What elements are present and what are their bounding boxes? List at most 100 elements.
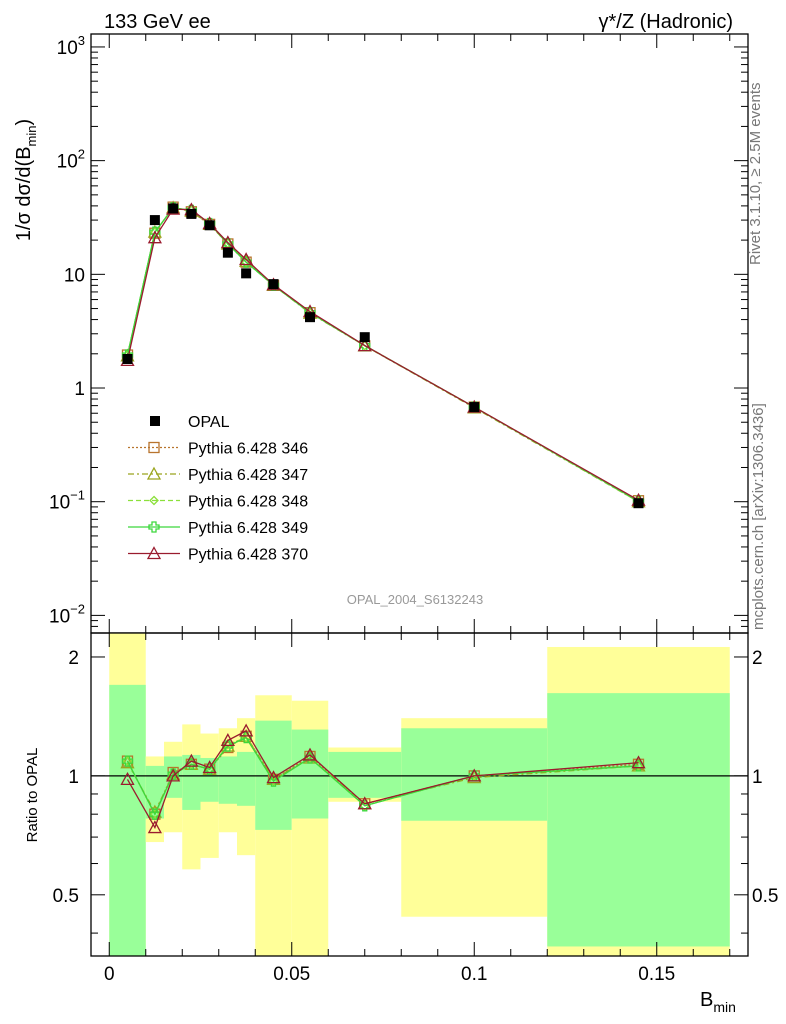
green-band-bin	[109, 684, 146, 956]
legend-label-4: Pythia 6.428 370	[188, 547, 308, 564]
main-y-tick-exp: 3	[78, 33, 85, 48]
opal-data-point	[222, 247, 233, 258]
green-band-bin	[328, 751, 402, 798]
green-band-bin	[291, 729, 329, 819]
main-series-3-point	[240, 256, 252, 268]
opal-data-point	[305, 312, 315, 323]
chart-header-left: 133 GeV ee	[104, 11, 211, 33]
main-y-axis-label-text: 1/σ dσ/d(B	[13, 146, 35, 241]
main-y-axis-label-sub: min	[24, 125, 39, 146]
legend-marker-2	[149, 495, 159, 506]
opal-data-point	[469, 402, 480, 413]
main-y-tick-exp: 2	[78, 147, 85, 162]
ratio-series-4-point	[220, 733, 235, 747]
ratio-series-3-point	[632, 760, 645, 772]
main-y-tick-label: 1	[74, 379, 85, 400]
x-tick-label: 0.1	[461, 964, 487, 985]
ratio-mc-lines	[120, 723, 646, 834]
ratio-axes: 0.5 0.5 1 1 2 2 0 0.05 0.1 0.15	[53, 632, 778, 985]
ratio-series-3-point	[203, 763, 216, 775]
main-series-3-point	[149, 226, 161, 238]
legend-label-1: Pythia 6.428 347	[188, 467, 308, 484]
opal-data-point	[122, 353, 133, 364]
x-tick-label: 0	[104, 964, 115, 985]
ratio-series-3-point	[267, 775, 280, 787]
main-y-tick-base: 10	[57, 38, 78, 59]
x-axis-label: Bmin	[700, 989, 736, 1015]
rivet-version-label: Rivet 3.1.10, ≥ 2.5M events	[747, 83, 764, 266]
ratio-series-4-point	[184, 753, 199, 767]
main-data-points	[122, 203, 644, 509]
opal-data-point	[241, 268, 252, 279]
ratio-series-4-point	[302, 747, 318, 761]
ratio-series-2-point	[149, 809, 160, 820]
x-tick-label: 0.05	[273, 964, 310, 985]
ratio-series-4-point	[239, 723, 254, 737]
analysis-watermark: OPAL_2004_S6132243	[347, 592, 483, 607]
legend-marker-opal	[150, 416, 160, 426]
main-y-tick-exp: −2	[70, 601, 85, 616]
ratio-series-4-point	[147, 820, 162, 834]
ratio-y-tick-label-right: 2	[752, 648, 763, 669]
ratio-uncertainty-bands	[91, 633, 748, 956]
ratio-y-tick-label-right: 0.5	[752, 886, 778, 907]
ratio-y-tick-label: 1	[68, 767, 79, 788]
ratio-series-4-point	[357, 796, 372, 810]
ratio-series-3-point	[149, 808, 161, 820]
main-y-tick-base: 10	[57, 152, 78, 173]
ratio-series-3-point	[167, 768, 179, 780]
legend-marker-4	[146, 546, 162, 560]
legend-marker-0	[148, 441, 160, 454]
mcplots-label: mcplots.cern.ch [arXiv:1306.3436]	[750, 403, 767, 630]
legend-marker-1	[146, 466, 162, 480]
main-y-tick-label: 10	[64, 265, 85, 286]
main-frame	[90, 33, 749, 634]
main-y-tick-label: 10−2	[49, 601, 85, 627]
opal-data-point	[268, 279, 279, 290]
ratio-series-line-4	[126, 730, 639, 830]
main-mc-lines	[120, 200, 646, 508]
main-y-tick-exp: −1	[70, 488, 85, 503]
main-series-4-point	[239, 252, 254, 266]
legend-label-3: Pythia 6.428 349	[188, 520, 308, 537]
ratio-y-tick-label-right: 1	[752, 767, 763, 788]
main-series-2-point	[149, 227, 160, 238]
ratio-series-4-point	[202, 760, 217, 774]
ratio-series-4-point	[266, 770, 281, 784]
ratio-series-4-point	[467, 768, 482, 782]
x-tick-label: 0.15	[638, 964, 675, 985]
opal-data-point	[168, 203, 179, 214]
ratio-series-3-point	[121, 755, 134, 767]
main-y-tick-label: 102	[57, 147, 85, 173]
chart-header-right: γ*/Z (Hadronic)	[599, 11, 733, 33]
ratio-frame	[90, 632, 749, 957]
green-band-bin	[218, 756, 237, 804]
main-series-4-point	[147, 230, 162, 244]
ratio-series-4-point	[120, 772, 135, 786]
x-axis-label-sub: min	[713, 999, 736, 1015]
main-y-tick-base: 10	[49, 606, 70, 627]
opal-data-point	[633, 498, 644, 509]
ratio-series-2-point	[122, 756, 133, 767]
opal-data-point	[204, 220, 215, 231]
ratio-series-2-point	[633, 760, 644, 771]
ratio-series-4-point	[166, 768, 181, 782]
opal-data-point	[359, 332, 370, 343]
main-series-2-point	[241, 257, 252, 268]
green-band-bin	[401, 728, 548, 821]
ratio-y-axis-label: Ratio to OPAL	[24, 748, 41, 843]
legend-label-2: Pythia 6.428 348	[188, 494, 308, 511]
green-band-bin	[237, 751, 256, 806]
main-y-tick-label: 10−1	[49, 488, 85, 514]
ratio-y-tick-label: 2	[68, 648, 79, 669]
legend-label-0: Pythia 6.428 346	[188, 441, 308, 458]
main-y-tick-label: 103	[57, 33, 85, 59]
ratio-series-4-point	[631, 755, 646, 769]
opal-data-point	[149, 215, 160, 226]
main-y-axis-label-close: )	[13, 119, 35, 126]
green-band-bin	[547, 693, 730, 947]
ratio-y-tick-label: 0.5	[53, 886, 79, 907]
main-series-4-point	[220, 235, 235, 249]
